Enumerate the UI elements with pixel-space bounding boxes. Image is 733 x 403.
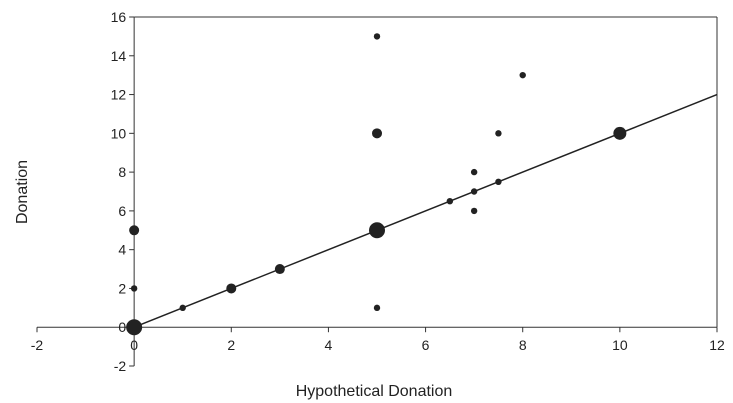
y-tick-label: 0 xyxy=(118,319,126,335)
axes xyxy=(36,16,718,367)
x-tick-label: 8 xyxy=(519,337,527,353)
data-point xyxy=(495,130,502,137)
y-tick-label: 14 xyxy=(111,48,127,64)
x-tick-label: 0 xyxy=(130,337,138,353)
x-tick-label: 2 xyxy=(227,337,235,353)
y-tick-label: 2 xyxy=(118,280,126,296)
reference-line-group xyxy=(133,93,718,328)
y-tick-label: 8 xyxy=(118,164,126,180)
x-tick-label: 12 xyxy=(709,337,725,353)
data-point xyxy=(179,304,186,312)
data-point xyxy=(274,264,285,275)
data-point xyxy=(470,168,478,176)
reference-line xyxy=(133,93,718,328)
y-tick-label: 12 xyxy=(111,87,127,103)
y-tick-label: 6 xyxy=(118,203,126,219)
data-point xyxy=(373,304,381,312)
x-tick-label: 4 xyxy=(325,337,333,353)
data-point xyxy=(470,188,478,195)
plot-frame xyxy=(134,16,718,328)
x-tick-label: -2 xyxy=(31,337,44,353)
y-tick-label: 16 xyxy=(111,9,127,25)
y-tick-label: 4 xyxy=(118,242,126,258)
data-point xyxy=(369,222,385,239)
y-tick-label: 10 xyxy=(111,125,127,141)
data-point xyxy=(130,285,138,292)
data-point xyxy=(495,178,502,186)
x-tick-label: 6 xyxy=(422,337,430,353)
data-point xyxy=(126,319,143,336)
data-point xyxy=(519,71,526,79)
x-tick-label: 10 xyxy=(612,337,628,353)
data-point xyxy=(470,207,478,215)
data-point xyxy=(372,128,382,139)
data-point xyxy=(226,283,237,294)
data-points xyxy=(126,33,627,336)
x-axis-title: Hypothetical Donation xyxy=(296,383,453,400)
data-point xyxy=(129,225,140,236)
y-axis-title: Donation xyxy=(14,160,31,224)
data-point xyxy=(613,126,627,140)
data-point xyxy=(446,197,454,205)
data-point xyxy=(373,33,381,40)
y-tick-label: -2 xyxy=(114,358,127,374)
